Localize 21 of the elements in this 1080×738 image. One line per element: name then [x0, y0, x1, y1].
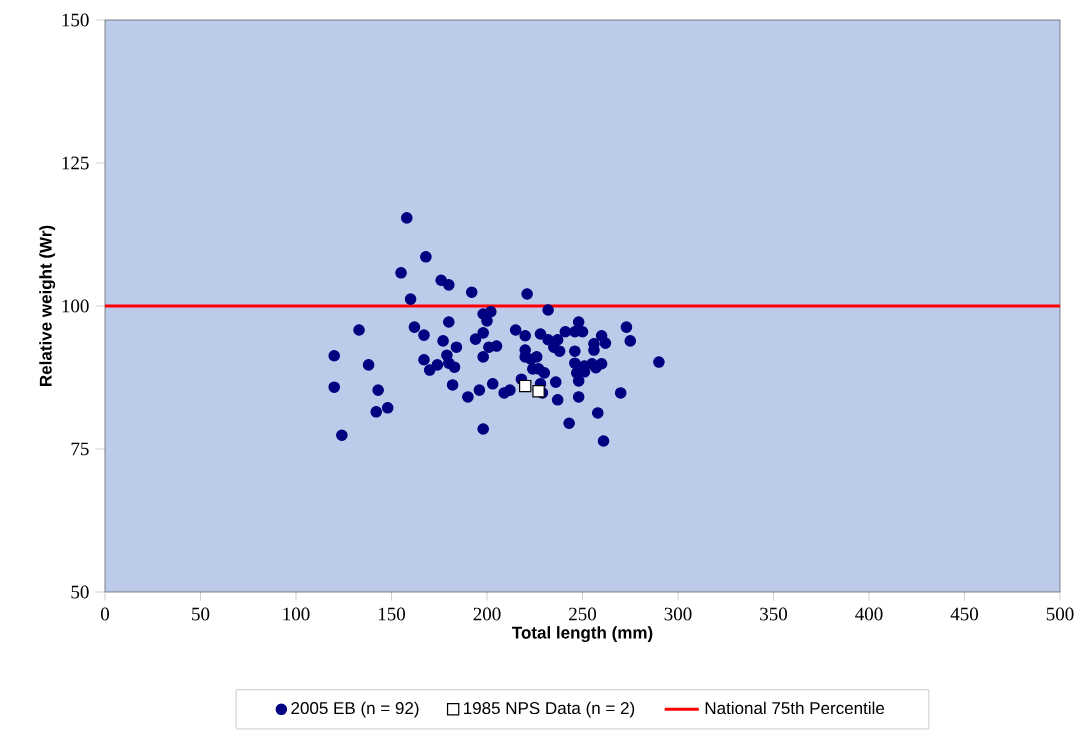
legend-label: 1985 NPS Data (n = 2) [464, 701, 635, 718]
x-tick-label: 250 [569, 607, 597, 621]
y-axis-title: Relative weight (Wr) [39, 225, 56, 386]
y-tick-label: 150 [62, 13, 89, 27]
x-tick-label: 450 [950, 607, 979, 621]
legend-label: National 75th Percentile [705, 701, 885, 715]
y-tick-label: 125 [62, 156, 89, 170]
x-tick-label: 150 [378, 607, 406, 621]
x-tick-label: 500 [1046, 607, 1074, 621]
y-tick-label: 100 [62, 299, 89, 313]
x-tick-label: 200 [473, 607, 501, 621]
x-tick-label: 100 [283, 607, 310, 621]
x-tick-label: 400 [855, 607, 883, 621]
x-tick-label: 350 [760, 607, 788, 621]
x-tick-label: 50 [192, 607, 210, 621]
x-tick-label: 0 [100, 607, 110, 621]
x-axis-title: Total length (mm) [512, 626, 653, 643]
legend-label: 2005 EB (n = 92) [291, 701, 419, 718]
y-tick-label: 50 [71, 585, 89, 599]
y-tick-label: 75 [71, 442, 89, 456]
x-tick-label: 300 [664, 607, 692, 621]
